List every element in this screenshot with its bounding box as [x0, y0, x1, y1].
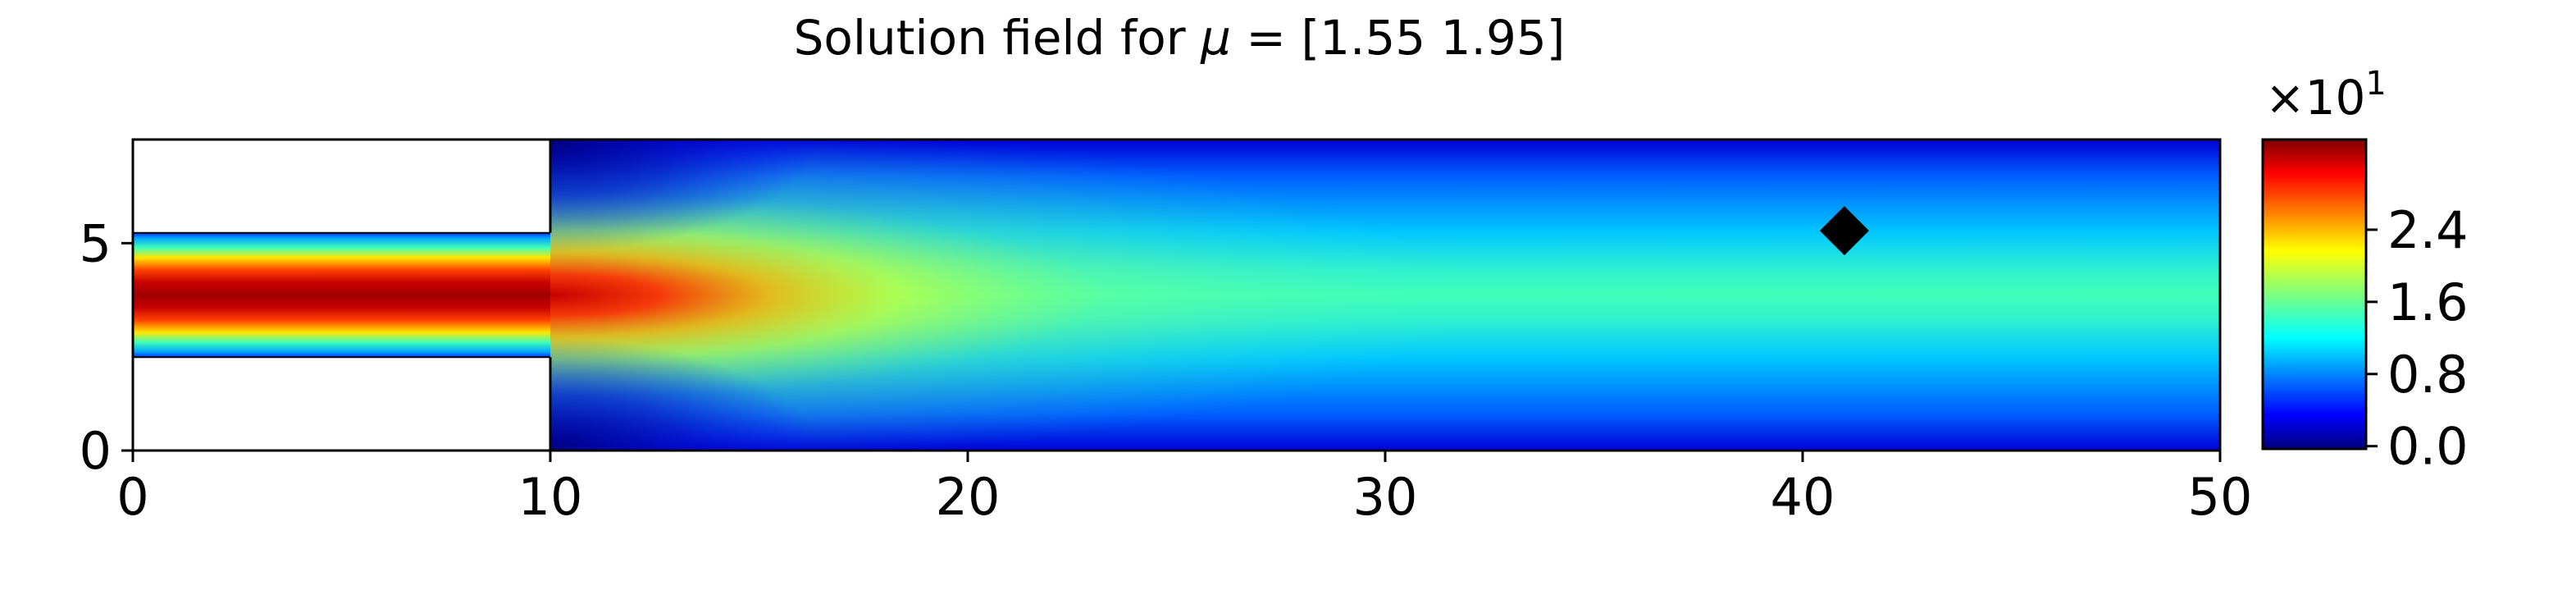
- plot-frame: [131, 138, 2222, 452]
- inlet-channel-field: [133, 232, 550, 358]
- colorbar-tick-label: 0.0: [2387, 417, 2469, 477]
- axes-border: [131, 138, 2222, 452]
- x-axis: 0 10 20 30 40 50: [116, 451, 2252, 527]
- y-tick-label: 0: [80, 421, 112, 481]
- recirculation-bottom: [550, 338, 818, 451]
- diamond-marker: [1819, 206, 1869, 256]
- solution-field-heatmap: [133, 140, 2220, 451]
- x-tick-label: 20: [936, 467, 1001, 527]
- recirculation-top: [550, 140, 818, 252]
- y-axis: 05: [80, 213, 133, 481]
- colorbar-tick-label: 0.8: [2387, 345, 2469, 405]
- x-tick-label: 30: [1353, 467, 1418, 527]
- marker-layer: [1819, 206, 1869, 256]
- x-tick-label: 10: [518, 467, 583, 527]
- x-tick-label: 50: [2188, 467, 2253, 527]
- colorbar-tick-label: 1.6: [2387, 272, 2469, 332]
- colorbar-scale-label: ×101: [2265, 65, 2387, 126]
- x-tick-label: 0: [116, 467, 148, 527]
- colorbar-tick-label: 2.4: [2387, 200, 2469, 260]
- colorbar-gradient: [2261, 138, 2368, 451]
- y-tick-label: 5: [80, 213, 112, 273]
- x-tick-label: 40: [1771, 467, 1835, 527]
- colorbar: 0.0 0.8 1.6 2.4: [2261, 138, 2469, 477]
- chart-title: Solution field for μ = [1.55 1.95]: [794, 10, 1566, 66]
